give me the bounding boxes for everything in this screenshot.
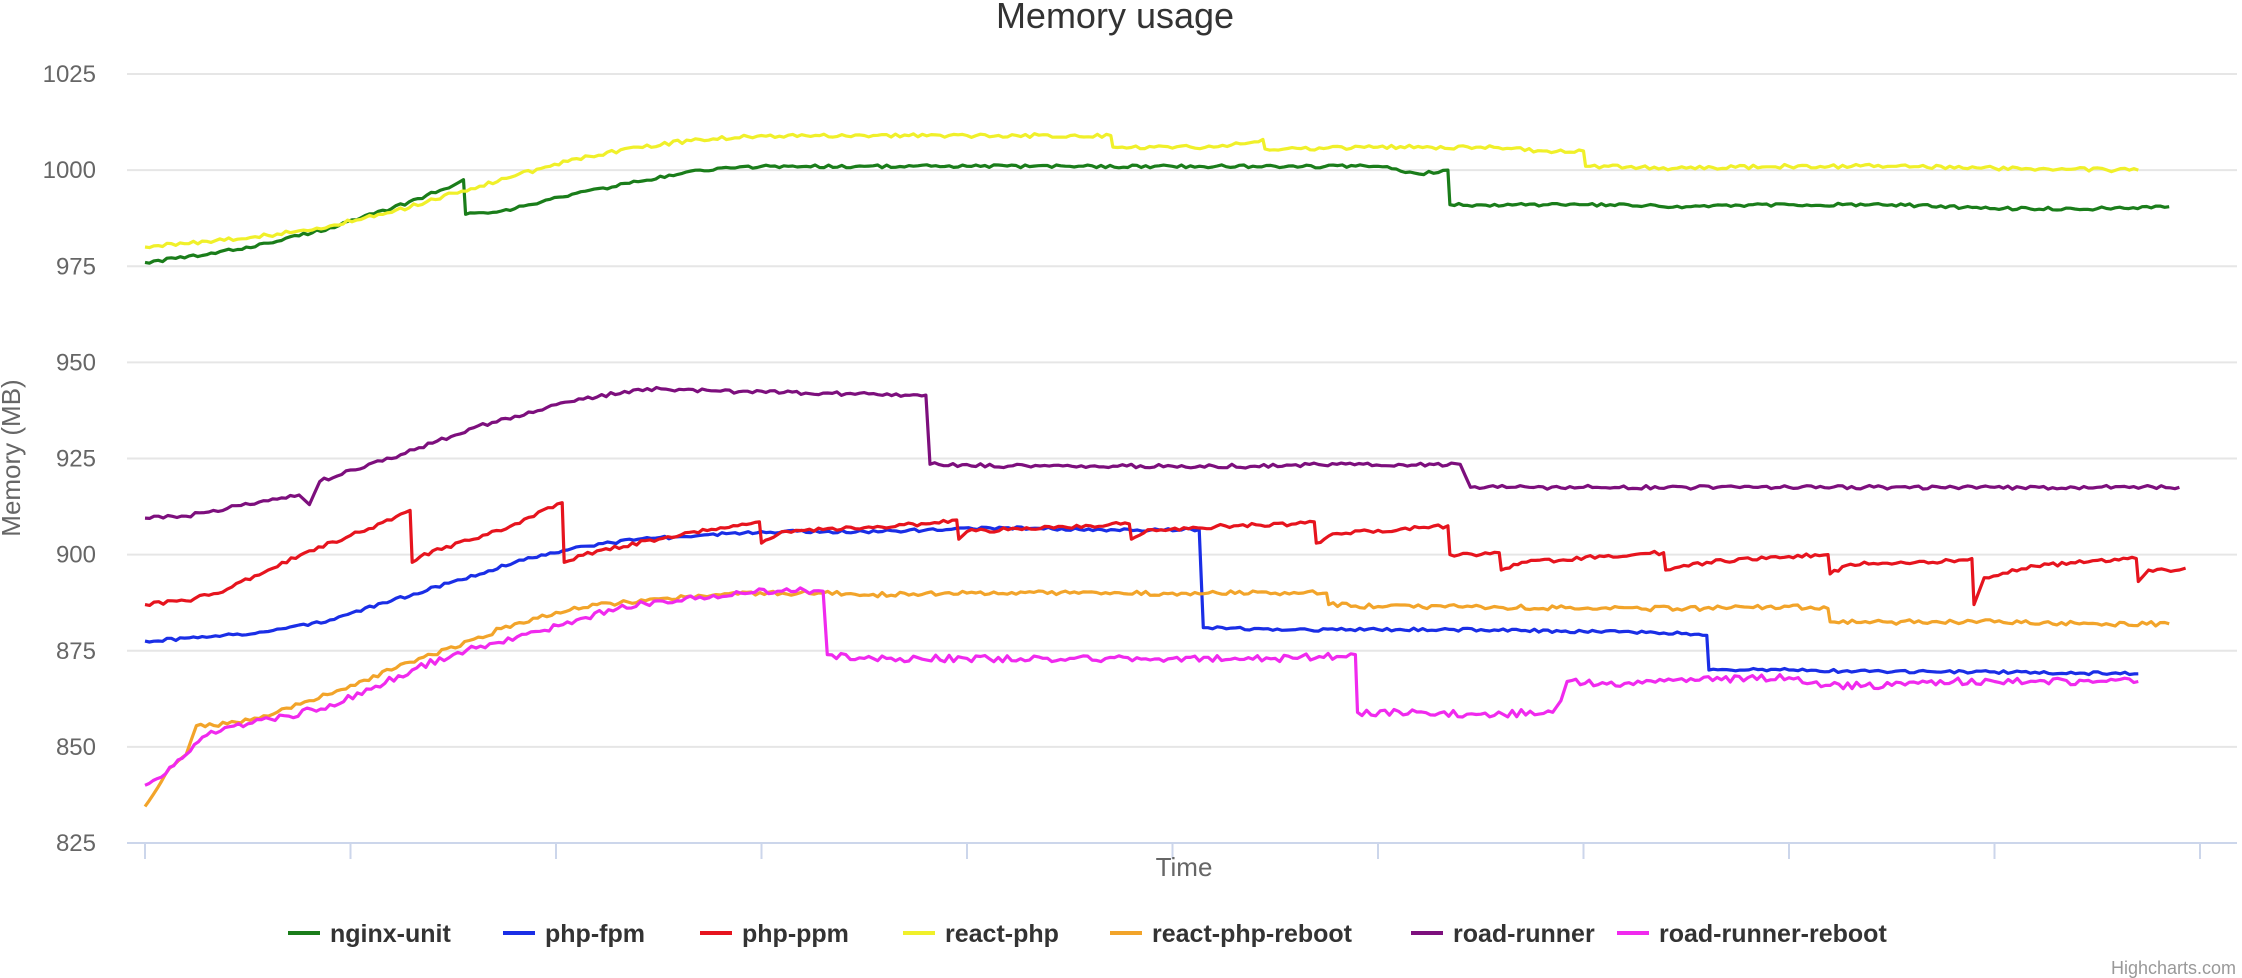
legend-item-nginx-unit[interactable]: nginx-unit xyxy=(330,920,451,948)
chart-title: Memory usage xyxy=(996,0,1234,36)
y-gridlines xyxy=(127,73,2237,748)
series-line-react-php xyxy=(144,132,2139,250)
credits-link[interactable]: Highcharts.com xyxy=(2111,958,2236,978)
y-axis-tick-labels: 825 850 875 900 925 950 975 1000 1025 xyxy=(43,61,96,857)
series-line-php-ppm xyxy=(144,501,2187,607)
series-line-nginx-unit xyxy=(144,163,2170,265)
legend-item-php-ppm[interactable]: php-ppm xyxy=(742,920,849,948)
legend-item-road-runner[interactable]: road-runner xyxy=(1453,920,1595,948)
x-axis-ticks xyxy=(144,843,2201,859)
series-line-road-runner-reboot xyxy=(144,586,2139,787)
y-tick-label-825: 825 xyxy=(56,830,96,857)
legend-item-react-php[interactable]: react-php xyxy=(945,920,1059,948)
y-tick-label-925: 925 xyxy=(56,446,96,473)
series-line-php-fpm xyxy=(144,525,2139,677)
series-line-react-php-reboot xyxy=(143,589,2170,808)
series-lines xyxy=(143,132,2187,808)
y-tick-label-1025: 1025 xyxy=(43,61,96,88)
y-tick-label-950: 950 xyxy=(56,349,96,376)
y-tick-label-875: 875 xyxy=(56,638,96,665)
x-axis-title: Time xyxy=(1156,852,1213,882)
y-tick-label-850: 850 xyxy=(56,734,96,761)
legend-item-road-runner-reboot[interactable]: road-runner-reboot xyxy=(1659,920,1887,948)
legend-item-php-fpm[interactable]: php-fpm xyxy=(545,920,645,948)
legend-item-react-php-reboot[interactable]: react-php-reboot xyxy=(1152,920,1353,948)
y-tick-label-1000: 1000 xyxy=(43,157,96,184)
y-tick-label-900: 900 xyxy=(56,542,96,569)
series-line-road-runner xyxy=(144,385,2180,520)
y-tick-label-975: 975 xyxy=(56,253,96,280)
legend: nginx-unit php-fpm php-ppm react-php react-p… xyxy=(288,920,1887,948)
y-axis-title: Memory (MB) xyxy=(0,379,26,536)
